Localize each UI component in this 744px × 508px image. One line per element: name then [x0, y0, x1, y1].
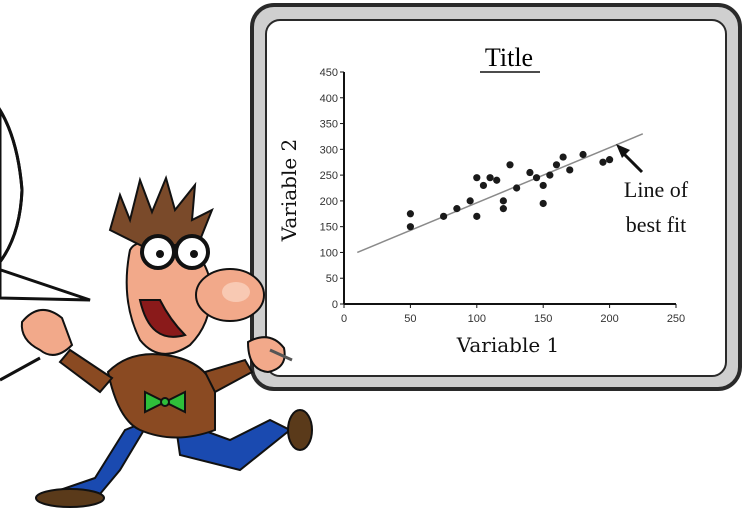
- x-tick-label: 150: [534, 313, 552, 325]
- y-ticks: 0 50 100 150 200 250 300 350 400 450: [320, 67, 344, 311]
- data-points: [406, 150, 614, 231]
- data-point: [440, 212, 448, 220]
- data-point: [539, 199, 547, 208]
- y-tick-label: 300: [320, 144, 338, 156]
- data-point: [493, 176, 501, 184]
- data-point: [486, 174, 494, 182]
- data-point: [552, 161, 561, 169]
- x-tick-label: 250: [667, 313, 685, 325]
- y-tick-label: 350: [320, 119, 338, 131]
- data-point: [606, 156, 614, 164]
- data-point: [479, 181, 488, 190]
- annotation-line-2: best fit: [626, 212, 687, 237]
- data-point: [499, 205, 507, 213]
- x-axis-label: Variable 1: [456, 333, 560, 357]
- chart-board: [250, 3, 742, 391]
- data-point: [473, 212, 481, 220]
- y-tick-label: 200: [320, 196, 338, 208]
- trendline: [356, 133, 644, 254]
- y-axis-label: Variable 2: [277, 139, 301, 243]
- speech-bubble-icon: [0, 107, 91, 382]
- data-point: [453, 205, 461, 213]
- data-point: [539, 181, 547, 190]
- data-point: [406, 223, 414, 231]
- y-tick-label: 100: [320, 247, 338, 259]
- x-tick-label: 0: [341, 313, 347, 325]
- data-point: [499, 197, 507, 205]
- data-point: [579, 150, 587, 159]
- x-ticks: 0 50 100 150 200 250: [341, 304, 685, 325]
- data-point: [466, 197, 474, 205]
- y-tick-label: 400: [320, 93, 338, 105]
- data-point: [513, 184, 521, 192]
- data-point: [506, 161, 514, 169]
- data-point: [566, 166, 574, 174]
- y-tick-label: 0: [332, 299, 338, 311]
- data-point: [599, 158, 607, 166]
- data-point: [532, 174, 541, 182]
- x-tick-label: 200: [600, 313, 618, 325]
- professor-cartoon-icon: [20, 174, 313, 508]
- data-point: [546, 171, 554, 179]
- data-point: [473, 174, 481, 182]
- annotation-line-1: Line of: [624, 177, 689, 202]
- y-tick-label: 150: [320, 222, 338, 234]
- y-tick-label: 250: [320, 170, 338, 182]
- data-point: [559, 153, 567, 161]
- arrow-icon: [616, 144, 644, 174]
- y-tick-label: 50: [326, 273, 338, 285]
- x-tick-label: 100: [468, 313, 486, 325]
- data-point: [406, 210, 414, 218]
- y-tick-label: 450: [320, 67, 338, 79]
- chart-title: Title: [485, 43, 533, 72]
- data-point: [526, 168, 534, 177]
- x-tick-label: 50: [404, 313, 416, 325]
